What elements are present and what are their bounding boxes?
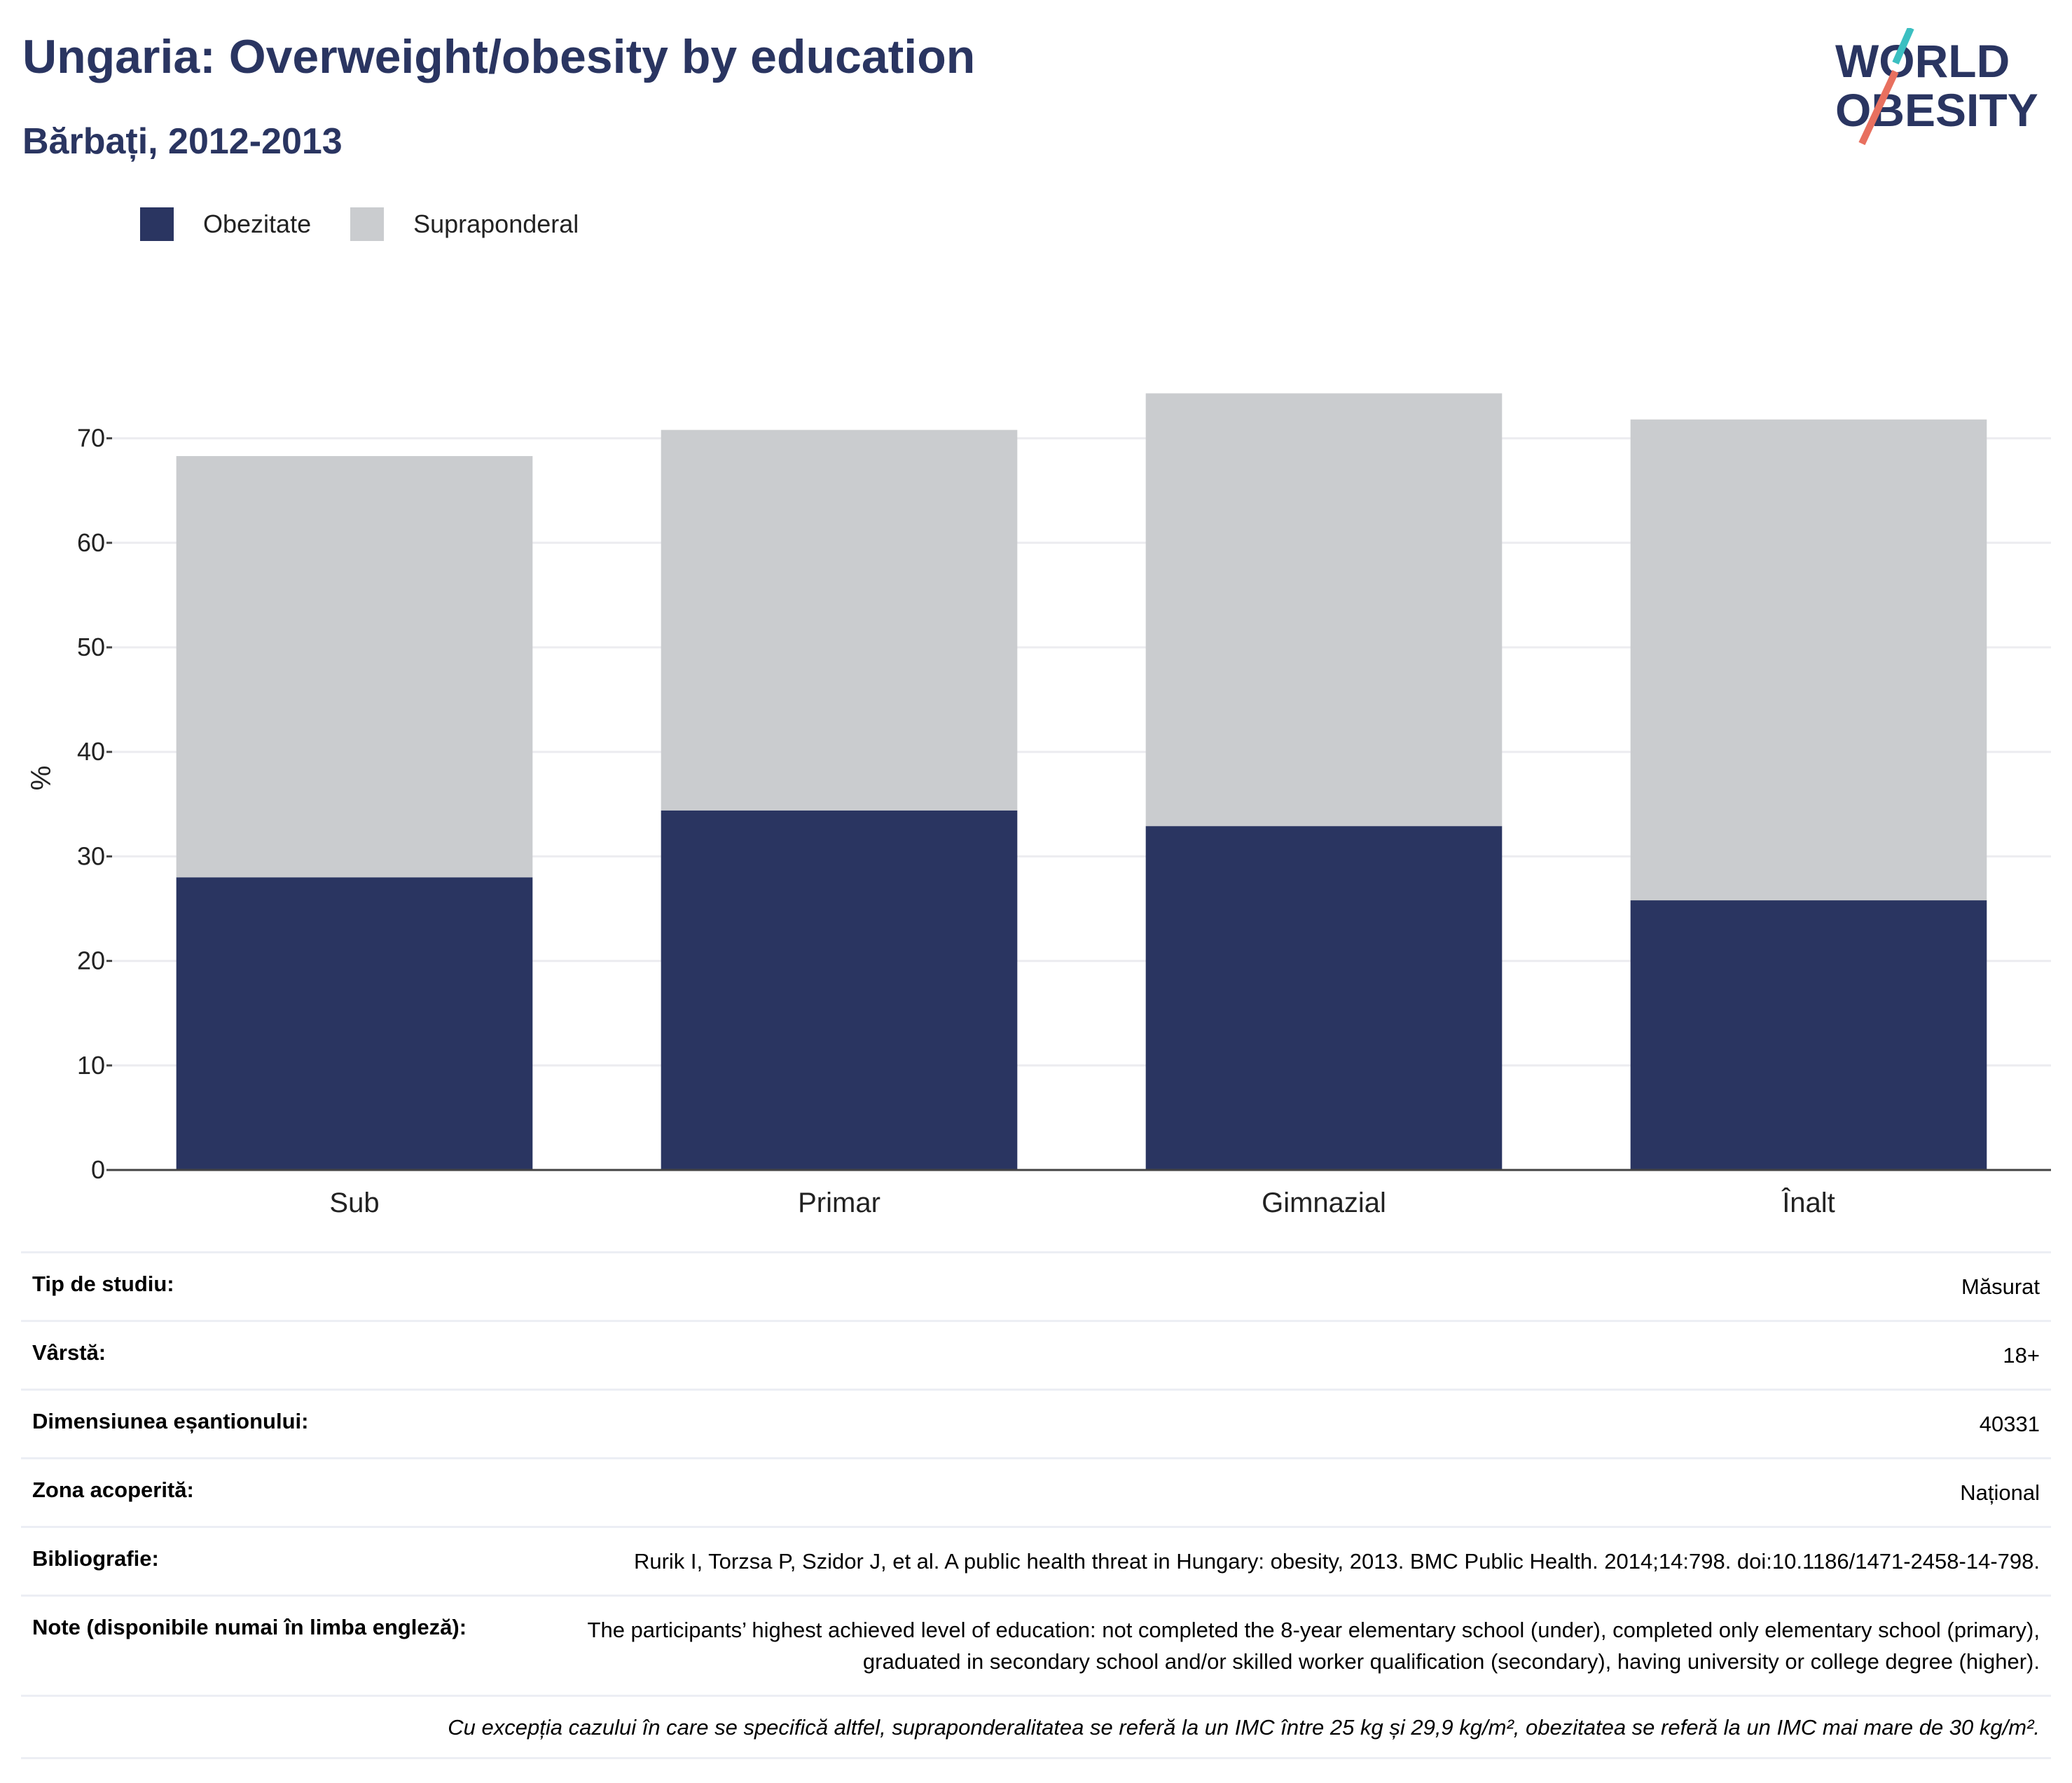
y-axis-label: % <box>26 766 57 791</box>
logo-line1: WORLD <box>1835 35 2010 87</box>
meta-row-notes: Note (disponibile numai în limba engleză… <box>21 1594 2051 1695</box>
meta-key: Vârstă: <box>32 1340 106 1365</box>
x-tick-label: Înalt <box>1781 1187 1835 1218</box>
meta-value: 18+ <box>2003 1342 2040 1368</box>
legend-label-supraponderal: Supraponderal <box>413 209 579 238</box>
chart-subtitle: Bărbați, 2012-2013 <box>22 121 343 162</box>
y-tick-label: 10 <box>77 1051 105 1080</box>
meta-key: Zona acoperită: <box>32 1477 194 1502</box>
meta-row-sample-size: Dimensiunea eșantionului: 40331 <box>21 1388 2051 1457</box>
bar-supraponderal <box>176 455 533 878</box>
x-tick-label: Sub <box>329 1187 379 1218</box>
y-tick-label: 50 <box>77 633 105 661</box>
meta-value: 40331 <box>1979 1411 2040 1436</box>
bar-supraponderal <box>1145 393 1503 827</box>
legend-swatch-supraponderal <box>350 207 385 241</box>
x-tick-label: Primar <box>798 1187 880 1218</box>
bar-supraponderal <box>1630 419 1987 901</box>
logo-teal-stroke <box>1892 28 1914 65</box>
meta-key: Bibliografie: <box>32 1546 159 1571</box>
meta-value: Măsurat <box>1961 1274 2040 1299</box>
meta-value: Național <box>1960 1480 2040 1505</box>
bar-obezitate <box>1145 826 1503 1170</box>
logo-coral-stroke <box>1858 69 1899 146</box>
meta-row-study-type: Tip de studiu: Măsurat <box>21 1251 2051 1320</box>
definition-footnote: Cu excepția cazului în care se specifică… <box>21 1694 2051 1759</box>
meta-key: Dimensiunea eșantionului: <box>32 1408 309 1433</box>
meta-row-bibliography: Bibliografie: Rurik I, Torzsa P, Szidor … <box>21 1525 2051 1595</box>
study-details-table: Tip de studiu: Măsurat Vârstă: 18+ Dimen… <box>21 1251 2051 1759</box>
y-tick-label: 70 <box>77 424 105 453</box>
legend-item-supraponderal[interactable]: Supraponderal <box>350 207 579 241</box>
x-tick-label: Gimnazial <box>1262 1187 1386 1218</box>
y-tick-label: 30 <box>77 841 105 870</box>
meta-value: Rurik I, Torzsa P, Szidor J, et al. A pu… <box>633 1548 2040 1574</box>
meta-key: Tip de studiu: <box>32 1272 174 1296</box>
y-tick-label: 20 <box>77 946 105 975</box>
meta-row-area: Zona acoperită: Național <box>21 1457 2051 1526</box>
legend-swatch-obezitate <box>140 207 174 241</box>
bar-supraponderal <box>661 429 1018 811</box>
y-tick-label: 60 <box>77 528 105 557</box>
bar-obezitate <box>661 810 1018 1170</box>
chart-title: Ungaria: Overweight/obesity by education <box>22 30 976 83</box>
bar-obezitate <box>1630 900 1987 1170</box>
y-tick-label: 40 <box>77 737 105 766</box>
meta-row-age: Vârstă: 18+ <box>21 1319 2051 1389</box>
legend-label-obezitate: Obezitate <box>203 209 312 238</box>
stacked-bar-chart: 0 10 20 30 40 50 60 70% Sub Primar Gimnazial Înalt <box>26 393 2051 1218</box>
bar-obezitate <box>176 877 533 1170</box>
legend-item-obezitate[interactable]: Obezitate <box>140 207 311 241</box>
meta-key: Note (disponibile numai în limba engleză… <box>32 1614 467 1639</box>
meta-value: The participants’ highest achieved level… <box>587 1617 2040 1674</box>
world-obesity-logo: WORLD OBESITY <box>1835 28 2038 146</box>
chart-legend: Obezitate Supraponderal <box>140 207 618 241</box>
y-tick-label: 0 <box>91 1155 105 1184</box>
